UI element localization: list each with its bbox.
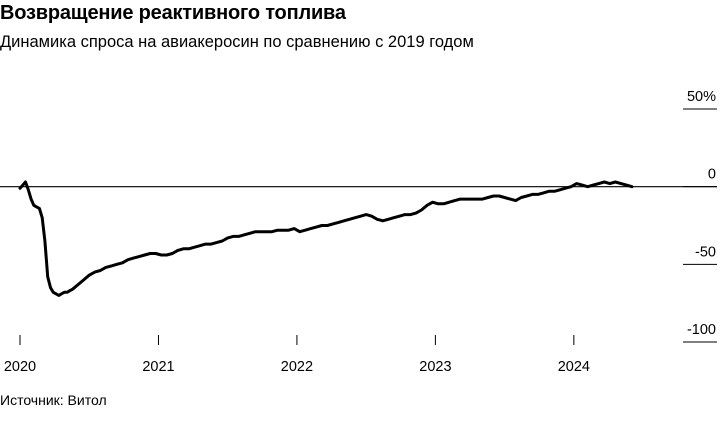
y-tick-label: 0 [708,167,716,183]
x-tick-label: 2022 [281,359,313,375]
series-group [18,180,634,297]
y-tick-label: -50 [695,244,716,260]
x-tick-label: 2020 [4,359,36,375]
chart-title: Возвращение реактивного топлива [0,2,346,24]
y-axis: 50% 0 -50 -100 [0,89,717,343]
source-note: Источник: Витол [0,392,107,408]
y-tick-label: -100 [687,322,716,338]
series-line [18,180,634,297]
x-tick-label: 2024 [558,359,590,375]
x-tick-label: 2023 [419,359,451,375]
x-axis: 2020 2021 2022 2023 2024 [4,335,590,375]
y-tick-label: 50% [687,89,716,105]
x-tick-label: 2021 [142,359,174,375]
chart-subtitle: Динамика спроса на авиакеросин по сравне… [0,33,474,51]
